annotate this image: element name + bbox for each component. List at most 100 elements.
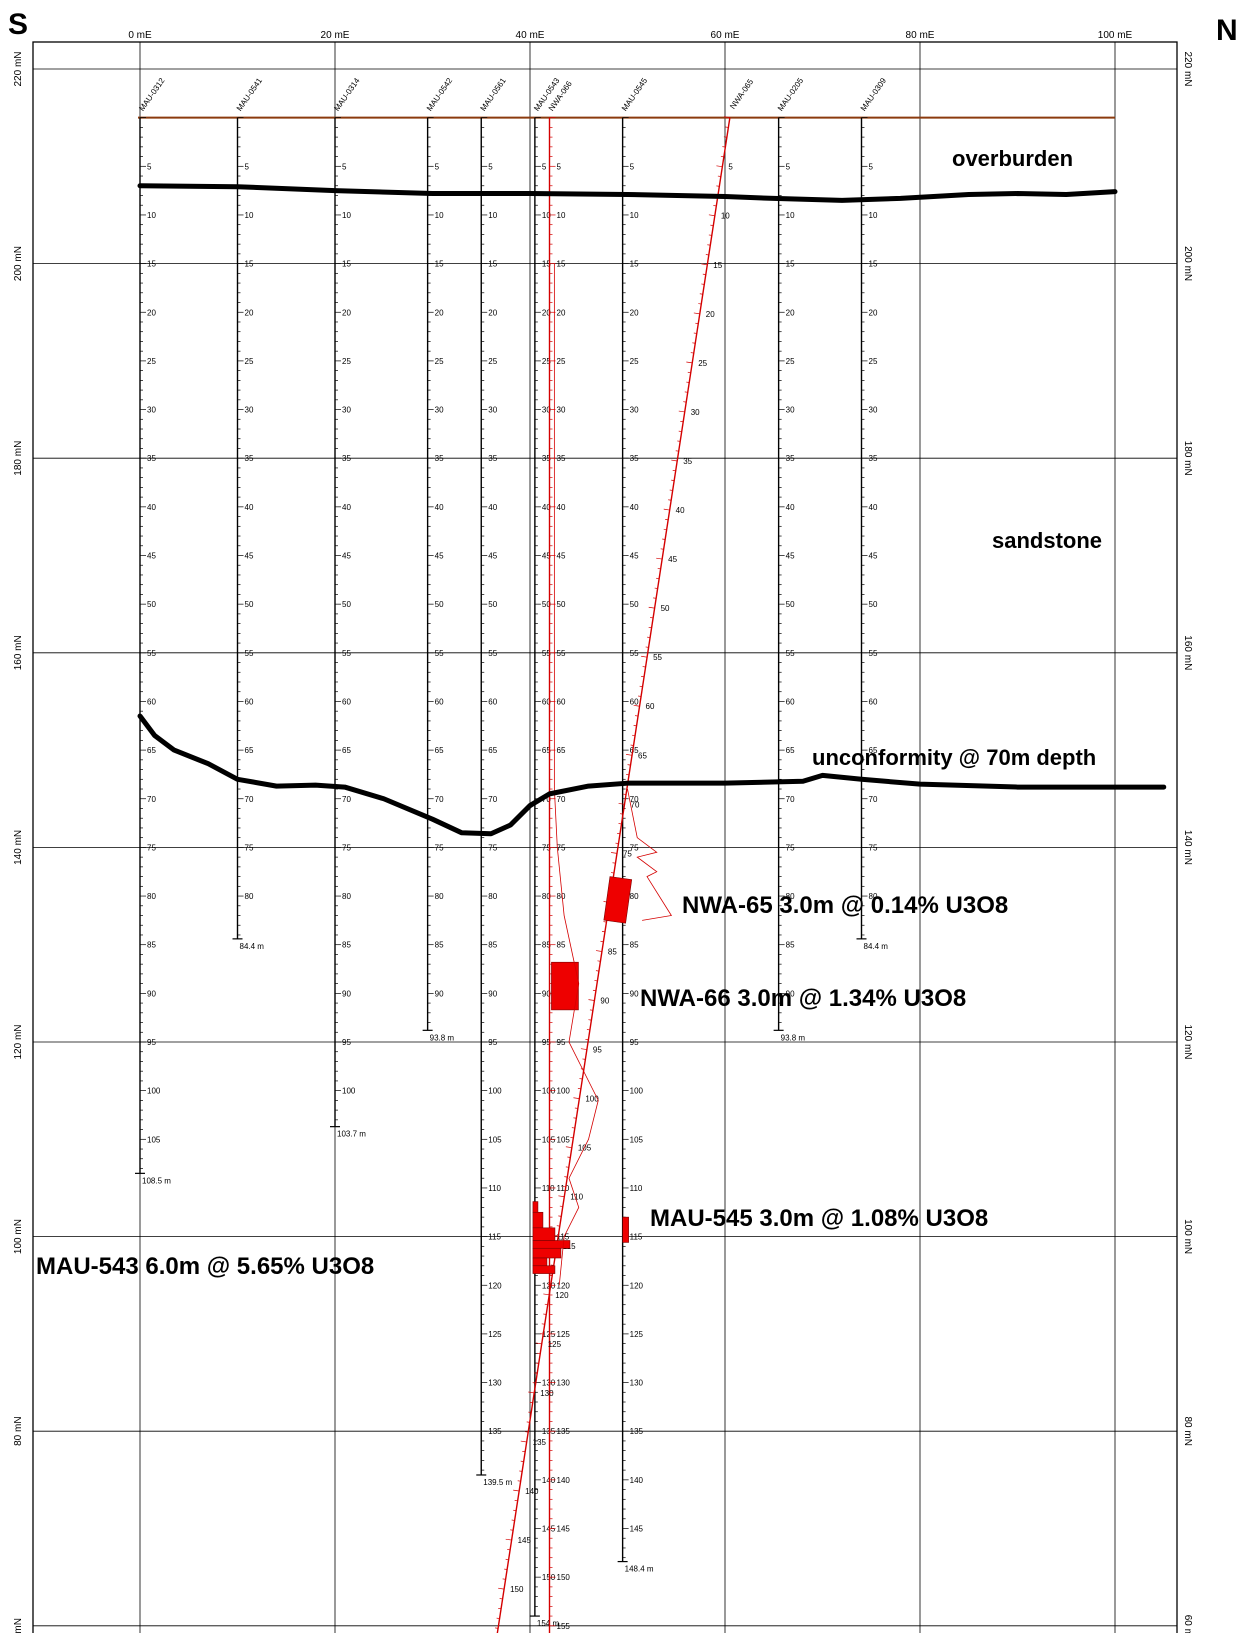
depth-tick-label: 90 (342, 989, 351, 998)
overburden-label: overburden (952, 146, 1073, 171)
depth-tick-label: 10 (869, 211, 878, 220)
drill-hole-name: MAU-0561 (479, 76, 509, 113)
depth-tick-label: 85 (147, 941, 156, 950)
depth-tick-label: 15 (542, 260, 551, 269)
depth-tick-label: 60 (557, 697, 566, 706)
inclined-depth-tick-label: 85 (608, 947, 617, 956)
assay-bar-nwa-65 (603, 876, 633, 924)
inclined-depth-tick-label: 50 (661, 604, 670, 613)
inclined-depth-tick-label: 55 (653, 653, 662, 662)
depth-tick-label: 65 (488, 746, 497, 755)
inclined-depth-tick (618, 803, 625, 805)
depth-tick-label: 30 (869, 406, 878, 415)
depth-tick-label: 10 (557, 211, 566, 220)
depth-tick-label: 45 (245, 552, 254, 561)
drill-hole: MAU-0545 5 10 15 20 25 30 35 40 45 50 55 60 65 70 75 80 8… (617, 76, 654, 1574)
depth-tick-label: 5 (869, 162, 874, 171)
depth-tick-label: 45 (557, 552, 566, 561)
depth-tick-label: 90 (488, 989, 497, 998)
overburden-contact-line (137, 183, 1118, 203)
depth-tick-label: 145 (630, 1525, 644, 1534)
depth-tick-label: 140 (557, 1476, 571, 1485)
drill-holes: MAU-031251015202530354045505560657075808… (135, 76, 888, 1633)
depth-tick-label: 40 (245, 503, 254, 512)
elevation-tick-label-left: 120 mN (13, 1024, 24, 1059)
depth-tick-label: 70 (557, 795, 566, 804)
elevation-tick-label-left: 220 mN (13, 51, 24, 86)
assay-bar-mau-543 (532, 1240, 571, 1249)
depth-tick-label: 70 (245, 795, 254, 804)
depth-tick-label: 55 (869, 649, 878, 658)
depth-tick-label: 95 (147, 1038, 156, 1047)
elevation-tick-label-left: 140 mN (13, 830, 24, 865)
depth-tick-label: 95 (630, 1038, 639, 1047)
assay-bar-mau-543 (532, 1247, 562, 1259)
depth-tick-label: 65 (869, 746, 878, 755)
depth-tick-label: 65 (435, 746, 444, 755)
depth-tick-label: 10 (435, 211, 444, 220)
easting-tick-label: 80 mE (906, 30, 935, 41)
depth-tick-label: 5 (542, 162, 547, 171)
elevation-tick-label-left: 80 mN (13, 1416, 24, 1445)
depth-tick-label: 120 (630, 1281, 644, 1290)
depth-tick-label: 65 (245, 746, 254, 755)
depth-tick-label: 70 (786, 795, 795, 804)
depth-tick-label: 40 (147, 503, 156, 512)
depth-tick-label: 45 (435, 552, 444, 561)
depth-tick-label: 30 (557, 406, 566, 415)
depth-tick-label: 15 (786, 260, 795, 269)
depth-tick-label: 20 (542, 308, 551, 317)
inclined-depth-tick-label: 140 (525, 1487, 539, 1496)
end-of-hole-label: 84.4 m (240, 942, 265, 951)
depth-tick-label: 30 (435, 406, 444, 415)
depth-tick-label: 105 (488, 1135, 502, 1144)
assay-bar-nwa-66 (551, 961, 579, 1011)
depth-tick-label: 70 (630, 795, 639, 804)
inclined-depth-tick-label: 70 (631, 800, 640, 809)
depth-tick-label: 25 (869, 357, 878, 366)
depth-tick-label: 10 (786, 211, 795, 220)
depth-tick-label: 10 (342, 211, 351, 220)
depth-tick-label: 80 (869, 892, 878, 901)
depth-tick-label: 50 (342, 600, 351, 609)
depth-tick-label: 5 (435, 162, 440, 171)
inclined-depth-tick (505, 1538, 512, 1541)
intercept-label-nwa-66: NWA-66 3.0m @ 1.34% U3O8 (640, 985, 966, 1012)
inclined-depth-tick (693, 312, 700, 315)
depth-tick-label: 75 (488, 843, 497, 852)
depth-tick-label: 35 (342, 454, 351, 463)
depth-tick-label: 20 (147, 308, 156, 317)
elevation-tick-label-right: 60 m (1182, 1615, 1193, 1633)
elevation-tick-label-right: 160 mN (1182, 635, 1193, 670)
inclined-hole-trace (496, 117, 731, 1633)
depth-tick-label: 125 (488, 1330, 502, 1339)
drill-hole: MAU-0309 5 10 15 20 25 30 35 40 45 50 55 60 65 70 75 80 8… (856, 76, 888, 951)
intercept-label-mau-543: MAU-543 6.0m @ 5.65% U3O8 (36, 1253, 374, 1280)
depth-tick-label: 50 (542, 600, 551, 609)
depth-tick-label: 55 (245, 649, 254, 658)
inclined-depth-tick (663, 508, 670, 511)
depth-tick-label: 20 (630, 308, 639, 317)
depth-tick-label: 20 (435, 308, 444, 317)
depth-tick-label: 45 (147, 552, 156, 561)
depth-tick-label: 55 (630, 649, 639, 658)
depth-tick-label: 10 (488, 211, 497, 220)
depth-tick-label: 80 (557, 892, 566, 901)
depth-tick-label: 60 (147, 697, 156, 706)
depth-tick-label: 75 (630, 843, 639, 852)
depth-tick-label: 15 (342, 260, 351, 269)
inclined-depth-tick (648, 606, 655, 609)
depth-tick-label: 15 (488, 260, 497, 269)
inclined-depth-tick (671, 459, 678, 462)
depth-tick-label: 60 (245, 697, 254, 706)
assay-bar-mau-543 (532, 1257, 548, 1267)
section-frame (32, 41, 1178, 1633)
depth-tick-label: 35 (630, 454, 639, 463)
depth-tick-label: 60 (488, 697, 497, 706)
depth-tick-label: 80 (786, 892, 795, 901)
inclined-depth-tick-label: 125 (548, 1340, 562, 1349)
inclined-depth-tick (611, 852, 618, 854)
elevation-tick-label-left: 160 mN (13, 635, 24, 670)
depth-tick-label: 45 (342, 552, 351, 561)
depth-tick-label: 30 (488, 406, 497, 415)
